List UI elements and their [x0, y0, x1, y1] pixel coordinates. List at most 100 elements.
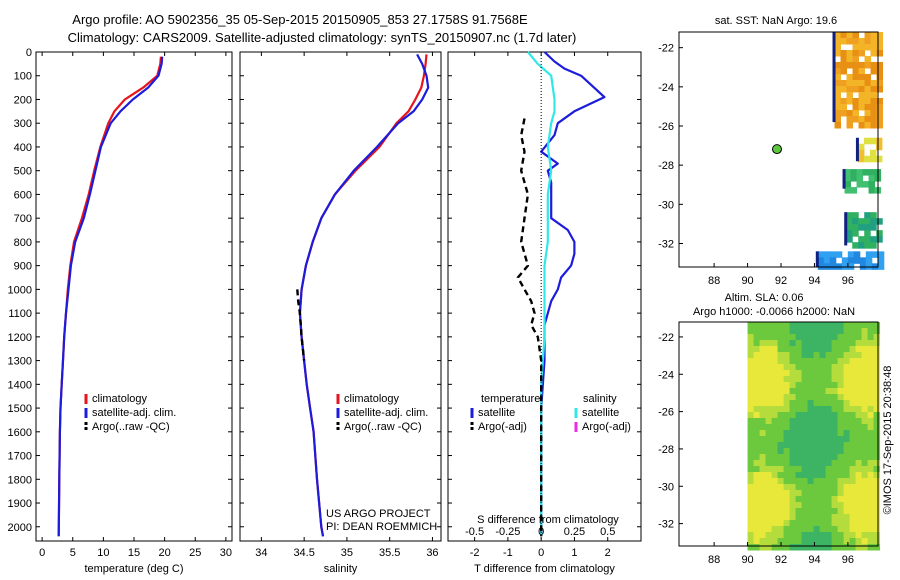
depth-tick-label: 300	[14, 118, 32, 130]
sla-cell	[855, 334, 863, 341]
sla-cell	[771, 532, 779, 539]
sst-cell	[858, 38, 866, 45]
sst-cell	[852, 50, 860, 57]
sst-cell	[852, 104, 860, 111]
sla-cell	[825, 328, 833, 335]
sla-cell	[795, 382, 803, 389]
sst-cell	[853, 257, 861, 264]
sst-cell	[858, 242, 865, 249]
sst-cell	[864, 44, 872, 51]
sla-cell	[795, 352, 803, 359]
sla-cell	[813, 436, 821, 443]
map-x-tick-label: 88	[708, 554, 720, 566]
sla-cell	[873, 508, 881, 515]
sla-cell	[849, 454, 857, 461]
sst-cell	[870, 236, 877, 243]
sla-cell	[795, 466, 803, 473]
sla-cell	[855, 418, 863, 425]
sst-cell	[834, 38, 842, 45]
sla-cell	[849, 346, 857, 353]
sla-cell	[819, 460, 827, 467]
sla-cell	[867, 334, 875, 341]
sst-cell	[817, 257, 825, 264]
sla-cell	[855, 472, 863, 479]
sla-cell	[807, 424, 815, 431]
sla-cell	[747, 340, 755, 347]
sst-cell	[869, 155, 877, 163]
sla-cell	[801, 406, 809, 413]
sst-cell	[858, 50, 866, 57]
sla-cell	[777, 412, 785, 419]
sla-cell	[789, 520, 797, 527]
sla-cell	[873, 538, 881, 545]
sla-cell	[873, 436, 881, 443]
sla-cell	[765, 328, 773, 335]
sla-cell	[867, 364, 875, 371]
sla-cell	[813, 448, 821, 455]
sla-cell	[747, 520, 755, 527]
sst-cell	[858, 62, 866, 69]
sst-cell	[876, 218, 883, 225]
sla-cell	[819, 388, 827, 395]
sla-cell	[765, 346, 773, 353]
sla-cell	[873, 382, 881, 389]
x-tick-label: 2	[605, 547, 611, 559]
sla-cell	[867, 532, 875, 539]
sla-cell	[849, 382, 857, 389]
sla-cell	[837, 334, 845, 341]
s-axis-tick-label: 0	[538, 526, 544, 538]
sla-cell	[855, 484, 863, 491]
sst-cell	[852, 86, 860, 93]
sla-cell	[825, 466, 833, 473]
sla-cell	[849, 436, 857, 443]
legend-label: Argo(-adj)	[582, 421, 631, 433]
sla-cell	[873, 406, 881, 413]
sla-cell	[873, 490, 881, 497]
depth-tick-label: 1700	[8, 451, 32, 463]
sla-cell	[831, 370, 839, 377]
legend-label: satellite	[582, 407, 619, 419]
depth-tick-label: 900	[14, 261, 32, 273]
sla-cell	[813, 328, 821, 335]
imos-stamp: ©IMOS 17-Sep-2015 20:38:48	[882, 366, 894, 515]
sla-cell	[831, 424, 839, 431]
sla-cell	[837, 508, 845, 515]
sla-cell	[873, 472, 881, 479]
sla-cell	[855, 358, 863, 365]
sla-cell	[771, 490, 779, 497]
sla-cell	[783, 538, 791, 545]
sla-cell	[747, 334, 755, 341]
sla-cell	[789, 424, 797, 431]
sla-cell	[855, 376, 863, 383]
sla-cell	[777, 358, 785, 365]
sla-cell	[801, 448, 809, 455]
sla-cell	[843, 400, 851, 407]
sla-cell	[771, 376, 779, 383]
sla-cell	[765, 358, 773, 365]
sla-cell	[801, 388, 809, 395]
sst-cell	[846, 218, 853, 225]
sst-cell	[834, 104, 842, 111]
sla-cell	[807, 532, 815, 539]
depth-tick-label: 1500	[8, 403, 32, 415]
sla-cell	[783, 496, 791, 503]
sst-cell	[846, 50, 854, 57]
sla-cell	[765, 448, 773, 455]
sla-cell	[825, 370, 833, 377]
sla-cell	[789, 538, 797, 545]
sla-cell	[855, 454, 863, 461]
sla-cell	[771, 328, 779, 335]
map-frame	[678, 31, 879, 268]
sla-cell	[819, 436, 827, 443]
sla-cell	[801, 328, 809, 335]
sst-cell	[876, 74, 884, 81]
sla-cell	[831, 448, 839, 455]
sla-cell	[783, 364, 791, 371]
sla-cell	[753, 490, 761, 497]
sst-cell	[834, 32, 842, 39]
series-temperature-argo-adj	[516, 118, 543, 537]
sla-cell	[861, 496, 869, 503]
sla-cell	[849, 322, 857, 329]
sla-cell	[753, 460, 761, 467]
sla-cell	[831, 340, 839, 347]
